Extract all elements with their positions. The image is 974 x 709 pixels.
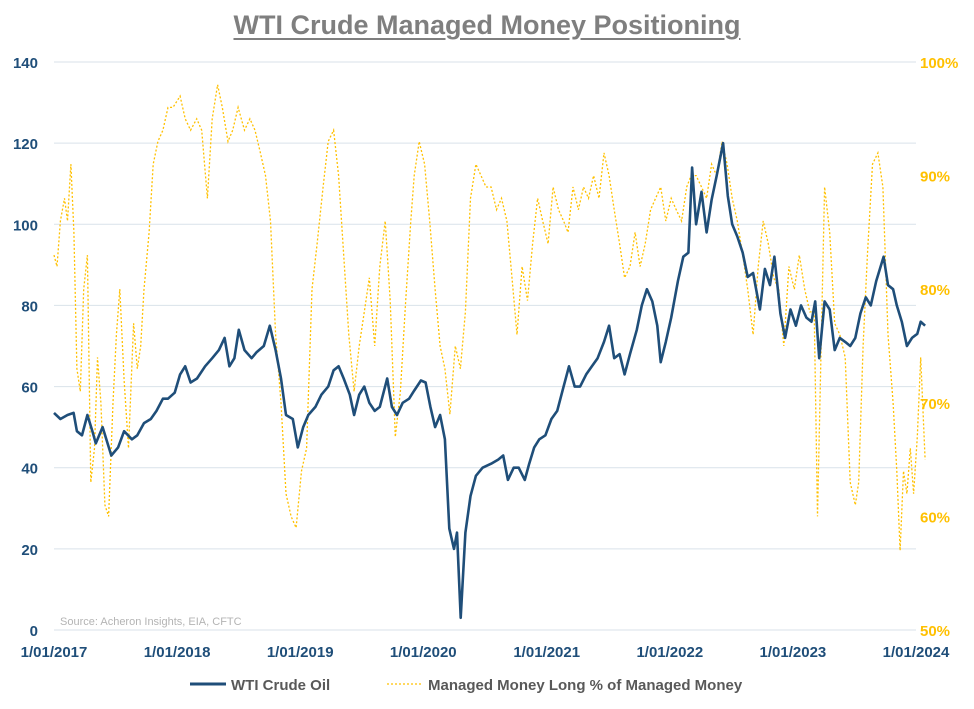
left-axis-tick-label: 60 xyxy=(21,380,38,397)
x-axis-tick-label: 1/01/2021 xyxy=(513,644,580,661)
right-axis-tick-label: 50% xyxy=(920,623,950,640)
legend-label-wti-crude-oil: WTI Crude Oil xyxy=(231,677,330,694)
x-axis-tick-label: 1/01/2019 xyxy=(267,644,334,661)
right-axis-tick-label: 100% xyxy=(920,55,958,72)
right-axis-tick-label: 90% xyxy=(920,169,950,186)
x-axis-tick-label: 1/01/2024 xyxy=(883,644,950,661)
left-axis-tick-label: 40 xyxy=(21,461,38,478)
source-note: Source: Acheron Insights, EIA, CFTC xyxy=(60,616,242,628)
right-axis-tick-label: 80% xyxy=(920,282,950,299)
right-axis-tick-label: 70% xyxy=(920,396,950,413)
left-axis-tick-label: 0 xyxy=(30,623,38,640)
left-axis-tick-label: 100 xyxy=(13,217,38,234)
series-line-managed-money-long xyxy=(53,84,926,551)
left-axis-tick-label: 80 xyxy=(21,298,38,315)
left-axis-tick-label: 20 xyxy=(21,542,38,559)
left-axis-tick-label: 120 xyxy=(13,136,38,153)
x-axis-tick-label: 1/01/2020 xyxy=(390,644,457,661)
legend-label-managed-money-long: Managed Money Long % of Managed Money xyxy=(428,677,743,694)
right-axis-tick-label: 60% xyxy=(920,509,950,526)
grid-layer xyxy=(54,61,916,631)
axis-layer: 0 20 40 60 80 100 120 140 50% 60% 70% 80% 90% 100% 1/0… xyxy=(13,55,958,661)
x-axis-tick-label: 1/01/2022 xyxy=(636,644,703,661)
x-axis-tick-label: 1/01/2017 xyxy=(21,644,88,661)
series-line-wti-crude-oil xyxy=(53,141,926,620)
left-axis-tick-label: 140 xyxy=(13,55,38,72)
chart-title: WTI Crude Managed Money Positioning xyxy=(233,10,741,40)
legend: WTI Crude Oil Managed Money Long % of Man… xyxy=(190,677,743,694)
series-layer xyxy=(53,84,926,620)
x-axis-tick-label: 1/01/2018 xyxy=(144,644,211,661)
x-axis-tick-label: 1/01/2023 xyxy=(760,644,827,661)
